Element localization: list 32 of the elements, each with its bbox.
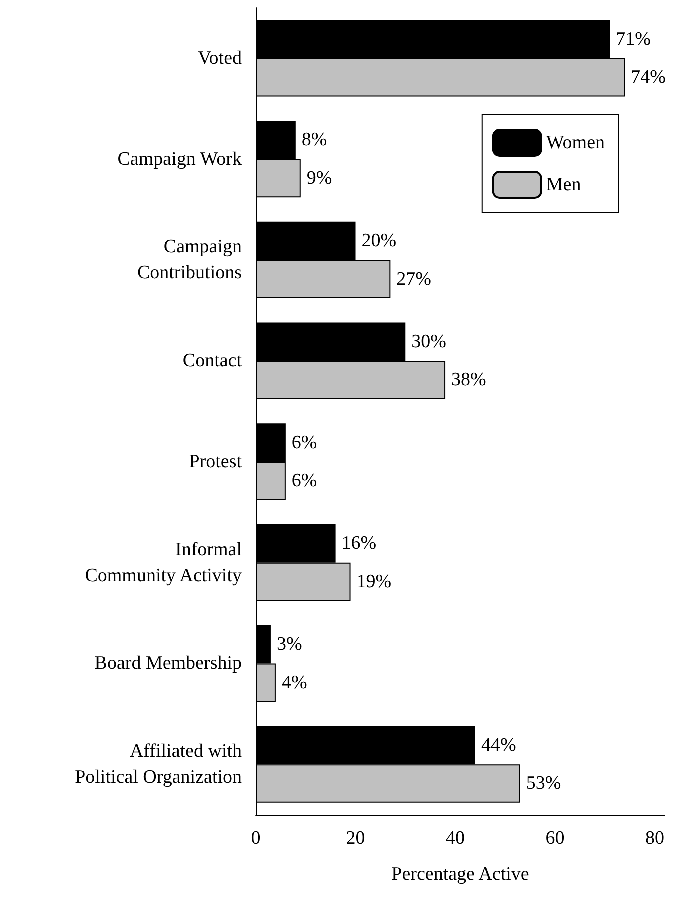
x-tick-label: 0	[251, 828, 261, 849]
legend-label: Men	[546, 174, 582, 196]
data-label: 4%	[282, 672, 308, 694]
x-tick-label: 60	[546, 828, 565, 849]
data-label: 71%	[616, 28, 652, 50]
x-tick-label: 20	[346, 828, 366, 849]
data-label: 20%	[362, 230, 397, 252]
data-label: 6%	[292, 470, 318, 492]
y-tick-label: Protest	[189, 451, 243, 472]
data-label: 27%	[396, 268, 432, 290]
data-label: 3%	[276, 634, 302, 656]
data-label: 30%	[412, 331, 447, 352]
data-label: 53%	[526, 773, 562, 794]
data-label: 44%	[481, 734, 516, 756]
y-tick-label: Affiliated with Political Organization	[75, 741, 242, 788]
x-axis-title: Percentage Active	[392, 864, 530, 885]
y-tick-label: Campaign Contributions	[137, 236, 242, 284]
data-label: 74%	[631, 67, 666, 88]
y-tick-label: Campaign Work	[118, 148, 242, 170]
data-label: 8%	[302, 130, 328, 151]
data-label: 19%	[356, 571, 392, 592]
x-tick-label: 80	[646, 828, 665, 849]
data-label: 6%	[292, 432, 318, 454]
y-tick-label: Informal Community Activity	[85, 539, 242, 586]
legend-label: Women	[546, 132, 606, 154]
y-tick-label: Board Membership	[94, 653, 242, 674]
data-label: 9%	[306, 168, 332, 189]
y-tick-label: Contact	[182, 350, 243, 372]
y-tick-label: Voted	[198, 48, 242, 69]
data-label: 38%	[452, 370, 487, 391]
x-tick-label: 40	[446, 828, 466, 849]
data-label: 16%	[342, 533, 377, 554]
